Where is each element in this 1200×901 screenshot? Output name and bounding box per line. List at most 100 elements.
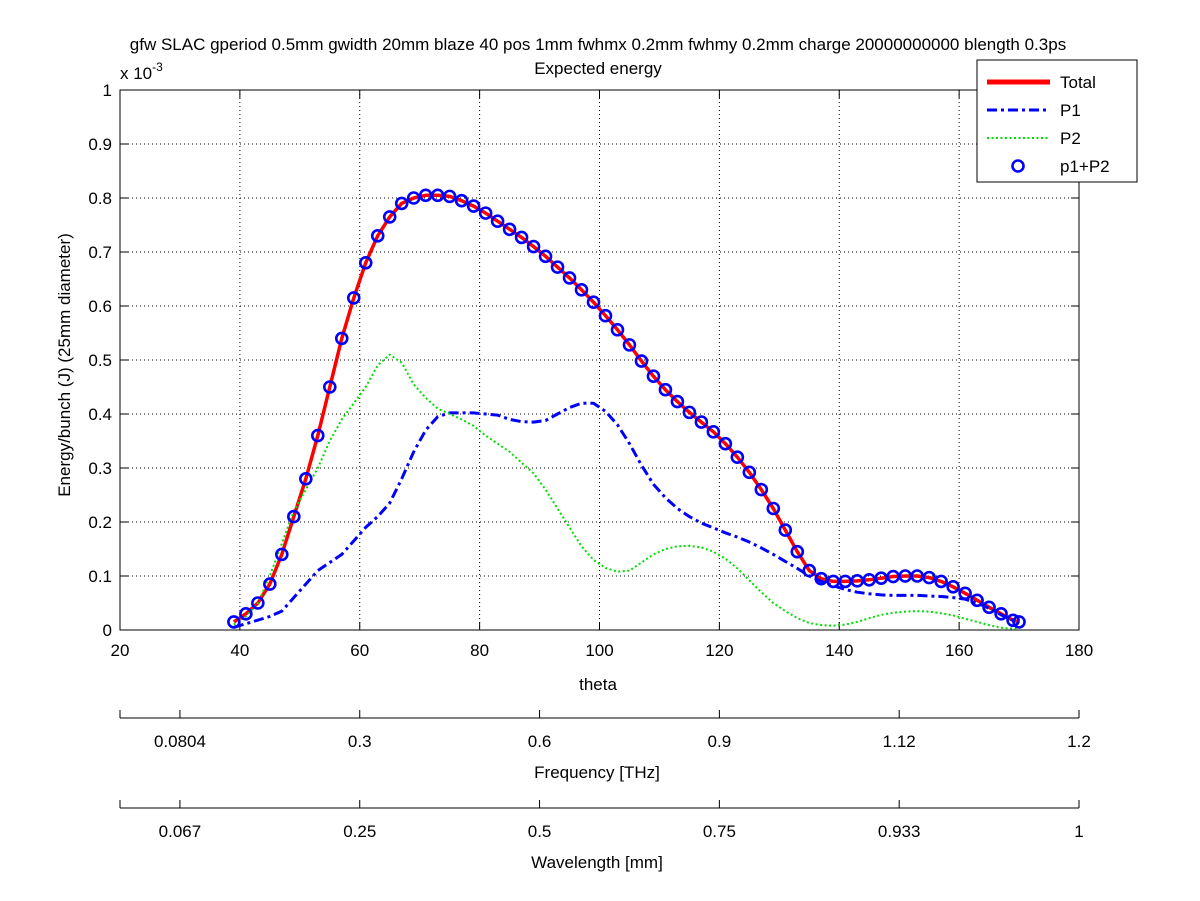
data-point-marker [346, 291, 361, 305]
data-point-marker [598, 308, 613, 323]
data-point-marker [742, 465, 757, 480]
series-p1-p2 [227, 188, 1026, 629]
x-tick-label: 40 [230, 641, 249, 660]
data-point-marker [694, 415, 709, 429]
data-point-marker [394, 196, 409, 211]
y-tick-label: 1 [103, 81, 112, 100]
data-point-marker [970, 593, 984, 608]
legend-label: P1 [1060, 101, 1081, 120]
y-exponent-base: x 10 [120, 64, 152, 83]
secondary-tick-label: 0.9 [708, 732, 732, 751]
data-point-marker [766, 501, 781, 516]
data-point-marker [227, 615, 241, 629]
data-point-marker [562, 271, 577, 285]
secondary-tick-label: 0.75 [703, 822, 736, 841]
data-point-marker [790, 544, 805, 559]
data-point-marker [778, 523, 793, 537]
data-point-marker [1012, 615, 1026, 629]
data-point-marker [814, 571, 829, 586]
data-point-marker [502, 222, 517, 237]
x-axis-ticks: 20 40 60 80 100 120 140 160 180 [111, 90, 1093, 660]
y-tick-label: 0.3 [88, 459, 112, 478]
data-point-marker [622, 338, 637, 352]
secondary-tick-label: 0.0804 [154, 732, 206, 751]
y-tick-label: 0.1 [88, 567, 112, 586]
series-p1 [233, 401, 1020, 629]
series-total [232, 193, 1020, 624]
data-point-marker [730, 450, 745, 465]
y-tick-label: 0 [103, 621, 112, 640]
data-point-marker [922, 570, 936, 585]
x-tick-label: 60 [350, 641, 369, 660]
x-tick-label: 100 [585, 641, 613, 660]
secondary-tick-label: 1.2 [1067, 732, 1091, 751]
data-point-marker [658, 382, 673, 397]
secondary-axis-label: Wavelength [mm] [531, 853, 663, 872]
data-point-marker [538, 249, 553, 264]
secondary-axis-1: 0.0804 0.3 0.6 0.9 1.12 1.2 Frequency [THz] [119, 710, 1091, 782]
data-point-marker [299, 471, 313, 486]
secondary-tick-label: 1 [1074, 822, 1083, 841]
data-point-marker [994, 606, 1008, 621]
data-point-marker [1006, 613, 1020, 628]
data-point-marker [934, 574, 948, 589]
secondary-tick-label: 0.6 [528, 732, 552, 751]
secondary-tick-label: 0.067 [159, 822, 202, 841]
chart-title-line1: gfw SLAC gperiod 0.5mm gwidth 20mm blaze… [130, 35, 1066, 54]
legend-label: p1+P2 [1060, 157, 1110, 176]
legend: Total P1 P2 p1+P2 [976, 59, 1138, 183]
data-point-marker [526, 239, 541, 254]
data-point-marker [251, 596, 265, 610]
data-point-marker [490, 214, 505, 229]
y-tick-label: 0.5 [88, 351, 112, 370]
data-point-marker [370, 229, 385, 243]
x-axis-label: theta [579, 675, 617, 694]
data-point-marker [634, 354, 649, 368]
data-point-marker [310, 428, 325, 443]
secondary-tick-label: 0.5 [528, 822, 552, 841]
data-point-marker [287, 509, 301, 524]
secondary-tick-label: 1.12 [883, 732, 916, 751]
legend-label: Total [1060, 73, 1096, 92]
data-point-marker [406, 191, 421, 205]
legend-box [976, 59, 1138, 183]
data-point-marker [718, 436, 733, 451]
data-point-marker [670, 394, 685, 409]
y-tick-label: 0.4 [88, 405, 112, 424]
data-point-marker [466, 199, 481, 213]
data-point-marker [946, 579, 960, 594]
data-point-marker [334, 331, 349, 346]
data-point-marker [358, 255, 373, 270]
y-exponent-label: x 10-3 [120, 60, 163, 83]
legend-marker [1011, 159, 1025, 173]
series-p2 [233, 353, 1020, 630]
series-line [232, 193, 1020, 624]
y-tick-label: 0.8 [88, 189, 112, 208]
x-tick-label: 80 [470, 641, 489, 660]
y-axis-ticks: 0 0.1 0.2 0.3 0.4 0.5 0.6 0.7 0.8 0.9 1 [88, 81, 1079, 640]
y-tick-label: 0.2 [88, 513, 112, 532]
x-tick-label: 140 [825, 641, 853, 660]
data-point-marker [958, 586, 972, 601]
data-point-marker [442, 189, 457, 204]
secondary-tick-label: 0.25 [343, 822, 376, 841]
y-axis-label: Energy/bunch (J) (25mm diameter) [55, 233, 74, 497]
data-point-marker [682, 405, 697, 420]
data-point-marker [646, 369, 661, 384]
data-point-marker [275, 547, 289, 562]
chart-title-line2: Expected energy [534, 59, 662, 78]
data-point-marker [586, 295, 601, 310]
legend-label: P2 [1060, 129, 1081, 148]
data-point-marker [382, 210, 397, 224]
legend-item: P1 [987, 101, 1081, 120]
data-point-marker [982, 600, 996, 615]
data-point-marker [706, 425, 721, 439]
x-tick-label: 160 [945, 641, 973, 660]
y-exponent-power: -3 [152, 60, 163, 74]
data-point-marker [454, 193, 469, 208]
data-point-marker [514, 230, 529, 245]
x-tick-label: 120 [705, 641, 733, 660]
secondary-axis-label: Frequency [THz] [534, 763, 660, 782]
